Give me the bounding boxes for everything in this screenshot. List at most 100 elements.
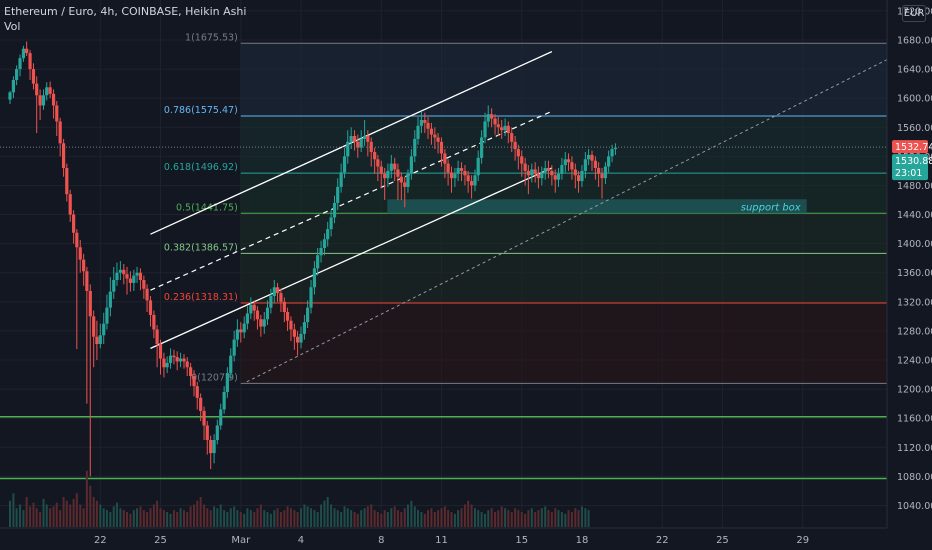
- candle-body: [332, 202, 337, 218]
- currency-button[interactable]: EUR: [902, 5, 926, 22]
- candle-body: [436, 137, 440, 142]
- candle-body: [215, 425, 219, 440]
- volume-bar: [9, 500, 11, 527]
- candle-body: [580, 170, 584, 182]
- volume-bar: [199, 497, 202, 527]
- candle-body: [429, 128, 434, 135]
- chart-header: Ethereum / Euro, 4h, COINBASE, Heikin As…: [4, 4, 246, 34]
- volume-bar: [25, 497, 28, 527]
- candle-body: [426, 122, 430, 129]
- candle-body: [232, 339, 236, 356]
- time-axis-tick-label: 11: [435, 535, 448, 546]
- candle-body: [132, 275, 136, 283]
- volume-bar: [72, 498, 75, 527]
- candle-body: [148, 300, 153, 315]
- volume-bar: [487, 510, 490, 527]
- volume-bar: [279, 512, 282, 527]
- candle-body: [162, 358, 166, 368]
- candle-body: [28, 53, 32, 70]
- volume-bar: [32, 502, 35, 527]
- volume-bar: [35, 508, 38, 527]
- volume-bar: [470, 504, 473, 527]
- volume-bar: [490, 508, 493, 527]
- candle-body: [178, 358, 183, 362]
- candle-body: [329, 217, 333, 230]
- candle-body: [540, 172, 544, 179]
- volume-bar: [39, 512, 42, 527]
- candle-body: [55, 105, 59, 122]
- candle-body: [576, 175, 581, 182]
- candle-body: [466, 175, 470, 182]
- candle-body: [31, 69, 36, 84]
- volume-bar: [310, 508, 313, 527]
- candle-body: [543, 168, 547, 173]
- candle-body: [189, 367, 193, 376]
- volume-bar: [156, 500, 159, 527]
- symbol-title[interactable]: Ethereum / Euro, 4h, COINBASE, Heikin As…: [4, 5, 247, 18]
- volume-bar: [209, 510, 212, 527]
- volume-bar: [269, 513, 272, 527]
- volume-bar: [584, 508, 587, 527]
- volume-bar: [182, 510, 185, 527]
- volume-bar: [263, 510, 266, 527]
- volume-bar: [159, 508, 162, 527]
- volume-bar: [193, 504, 196, 527]
- time-axis-tick-label: 8: [378, 535, 384, 546]
- volume-bar: [139, 506, 142, 527]
- candle-body: [35, 83, 39, 96]
- volume-bar: [326, 497, 329, 527]
- candle-body: [399, 176, 403, 183]
- volume-bar: [206, 508, 209, 527]
- candle-body: [289, 320, 293, 330]
- volume-bar: [69, 504, 72, 527]
- candle-body: [496, 124, 500, 128]
- volume-bar: [229, 508, 232, 527]
- candle-body: [403, 182, 407, 187]
- price-axis-tick-label: 1560.00: [897, 123, 932, 134]
- price-axis-tick-label: 1400.00: [897, 239, 932, 250]
- volume-bar: [273, 510, 276, 527]
- volume-bar: [289, 508, 292, 527]
- volume-bar: [266, 512, 269, 527]
- price-axis-background: [887, 0, 932, 550]
- volume-bar: [350, 510, 353, 527]
- volume-bar: [520, 512, 523, 527]
- volume-bar: [390, 508, 393, 527]
- volume-bar: [504, 508, 507, 527]
- candle-body: [65, 168, 69, 195]
- volume-bar: [219, 504, 222, 527]
- candle-body: [18, 58, 22, 70]
- volume-indicator-label[interactable]: Vol: [4, 20, 21, 33]
- price-axis-tick-label: 1120.00: [897, 443, 932, 454]
- volume-bar: [460, 508, 463, 527]
- candle-body: [45, 87, 49, 96]
- volume-bar: [233, 506, 236, 527]
- candle-body: [229, 355, 233, 374]
- volume-bar: [480, 512, 483, 527]
- candle-body: [416, 125, 420, 139]
- candle-body: [209, 440, 213, 454]
- price-axis-tick-label: 1600.00: [897, 94, 932, 105]
- volume-bar: [560, 512, 563, 527]
- volume-bar: [152, 504, 155, 527]
- volume-bar: [213, 506, 216, 527]
- volume-bar: [89, 485, 92, 527]
- support-box-label: support box: [741, 202, 801, 213]
- volume-bar: [437, 510, 440, 527]
- volume-bar: [570, 512, 573, 527]
- price-axis-tick-label: 1680.00: [897, 36, 932, 47]
- candle-body: [135, 272, 139, 276]
- volume-bar: [386, 512, 389, 527]
- candle-body: [312, 268, 317, 288]
- candle-body: [295, 336, 300, 343]
- candle-body: [158, 344, 163, 359]
- volume-bar: [423, 513, 426, 527]
- volume-bar: [564, 513, 567, 527]
- volume-bar: [393, 506, 396, 527]
- candle-body: [21, 48, 26, 59]
- price-axis-tick-label: 1480.00: [897, 181, 932, 192]
- volume-bar: [420, 512, 423, 527]
- candle-body: [386, 170, 390, 179]
- candle-body: [506, 125, 510, 134]
